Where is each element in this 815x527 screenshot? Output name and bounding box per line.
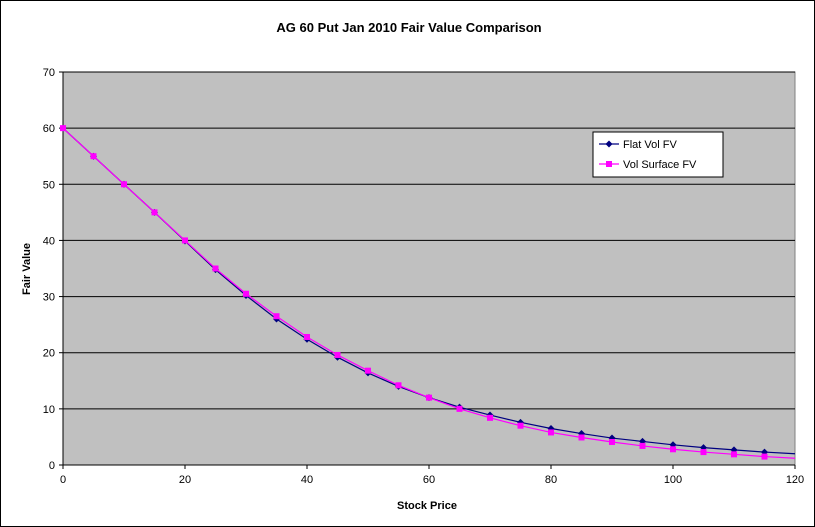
x-tick-label-120: 120 xyxy=(786,474,804,486)
series-1-point-2 xyxy=(121,181,127,188)
series-1-point-1 xyxy=(90,153,97,160)
y-tick-label-0: 0 xyxy=(49,460,55,472)
legend-marker-1 xyxy=(606,161,612,167)
series-1-point-7 xyxy=(273,313,280,320)
series-1-point-18 xyxy=(609,438,615,445)
y-tick-label-20: 20 xyxy=(43,348,55,360)
series-1-point-3 xyxy=(151,209,158,216)
series-1-point-13 xyxy=(456,405,463,412)
y-tick-label-40: 40 xyxy=(43,235,55,247)
series-1-point-22 xyxy=(731,451,737,458)
series-1-point-4 xyxy=(182,237,188,244)
series-1 xyxy=(60,125,796,460)
y-tick-label-70: 70 xyxy=(43,67,55,79)
series-1-point-15 xyxy=(517,422,524,429)
x-tick-label-100: 100 xyxy=(664,474,682,486)
y-tick-label-30: 30 xyxy=(43,292,55,304)
series-1-point-8 xyxy=(304,333,310,340)
y-tick-label-50: 50 xyxy=(43,179,55,191)
y-axis-title: Fair Value xyxy=(21,243,33,295)
legend-label-0: Flat Vol FV xyxy=(623,139,677,151)
series-1-point-23 xyxy=(761,453,768,460)
x-tick-label-20: 20 xyxy=(179,474,191,486)
y-tick-label-60: 60 xyxy=(43,123,55,135)
chart-title: AG 60 Put Jan 2010 Fair Value Comparison xyxy=(276,20,541,35)
x-axis-title: Stock Price xyxy=(397,500,457,512)
axes: 0 10 20 30 40 50 60 70 0 20 40 60 80 100 120 xyxy=(43,67,804,486)
legend: Flat Vol FV Vol Surface FV xyxy=(592,131,724,178)
series-1-point-21 xyxy=(700,449,707,456)
series-1-point-9 xyxy=(334,351,341,358)
x-tick-label-80: 80 xyxy=(545,474,557,486)
series-1-point-12 xyxy=(426,394,432,401)
series-1-point-20 xyxy=(670,446,676,453)
series-1-point-17 xyxy=(578,434,585,441)
series-1-point-10 xyxy=(365,367,371,374)
series-1-point-5 xyxy=(212,265,219,272)
plot-area xyxy=(62,71,796,466)
series-1-point-6 xyxy=(243,290,249,297)
legend-label-1: Vol Surface FV xyxy=(623,159,697,171)
series-1-point-16 xyxy=(548,429,554,436)
series-layer xyxy=(59,124,796,460)
legend-marker-0 xyxy=(605,140,613,148)
x-tick-label-60: 60 xyxy=(423,474,435,486)
series-1-point-14 xyxy=(487,414,493,421)
series-1-point-19 xyxy=(639,442,646,449)
x-tick-label-40: 40 xyxy=(301,474,313,486)
series-1-point-0 xyxy=(60,125,66,132)
series-1-point-11 xyxy=(395,382,402,389)
x-tick-label-0: 0 xyxy=(60,474,66,486)
legend-box xyxy=(592,131,724,178)
y-tick-label-10: 10 xyxy=(43,404,55,416)
